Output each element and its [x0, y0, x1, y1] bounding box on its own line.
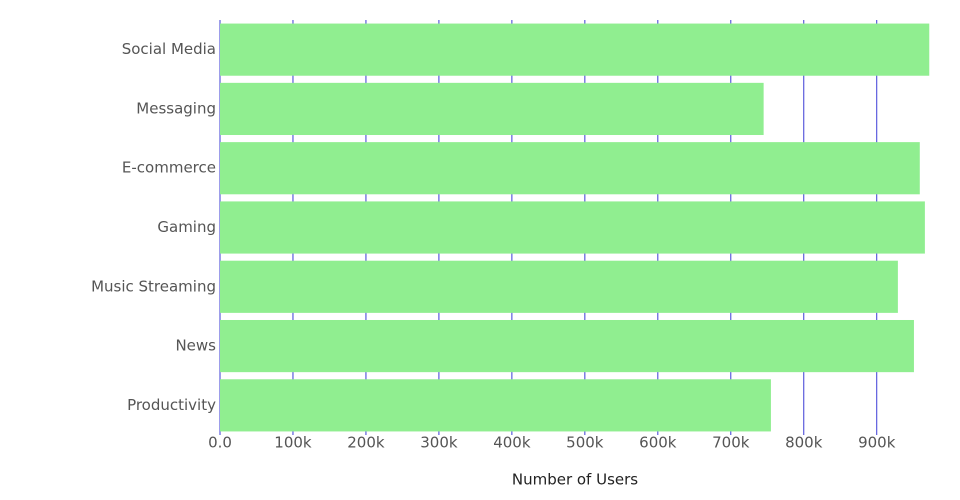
- x-tick-label: 100k: [274, 434, 312, 452]
- bar: [220, 260, 898, 313]
- bar: [220, 82, 764, 136]
- x-axis-title: Number of Users: [512, 471, 638, 489]
- x-tick-label: 800k: [785, 434, 823, 452]
- y-tick-label: Messaging: [136, 99, 216, 117]
- x-tick-label: 600k: [639, 434, 677, 452]
- x-tick-label: 700k: [712, 434, 750, 452]
- bar: [220, 201, 925, 254]
- y-tick-label: Productivity: [127, 396, 216, 414]
- y-tick-label: Social Media: [122, 40, 216, 58]
- x-tick-label: 200k: [347, 434, 385, 452]
- x-tick-label: 300k: [420, 434, 458, 452]
- bar: [220, 23, 930, 76]
- y-tick-label: E-commerce: [122, 159, 216, 177]
- y-tick-label: News: [175, 337, 216, 355]
- bar: [220, 379, 771, 432]
- x-tick-label: 400k: [493, 434, 531, 452]
- y-tick-label: Music Streaming: [91, 277, 216, 295]
- x-tick-label: 500k: [566, 434, 604, 452]
- y-tick-label: Gaming: [157, 218, 216, 236]
- x-tick-label: 900k: [858, 434, 896, 452]
- x-tick-label: 0.0: [208, 434, 232, 452]
- bar: [220, 142, 920, 195]
- bar: [220, 319, 914, 373]
